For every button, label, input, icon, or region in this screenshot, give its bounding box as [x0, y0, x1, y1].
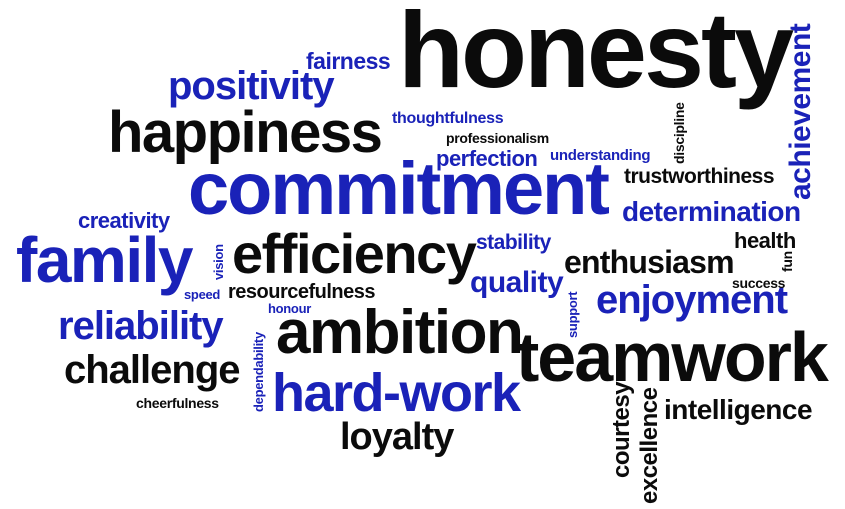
word-quality: quality — [470, 266, 564, 299]
word-loyalty: loyalty — [340, 416, 454, 458]
word-teamwork: teamwork — [516, 318, 829, 396]
word-efficiency: efficiency — [232, 222, 477, 285]
word-challenge: challenge — [64, 348, 241, 392]
word-positivity: positivity — [168, 64, 335, 108]
word-perfection: perfection — [436, 146, 538, 171]
word-speed: speed — [184, 287, 221, 302]
word-happiness: happiness — [108, 100, 383, 165]
word-ambition: ambition — [276, 298, 524, 367]
word-support: support — [565, 291, 580, 338]
word-achievement: achievement — [784, 23, 817, 200]
word-intelligence: intelligence — [664, 394, 813, 425]
word-enjoyment: enjoyment — [596, 278, 788, 322]
word-thoughtfulness: thoughtfulness — [392, 110, 504, 127]
word-enthusiasm: enthusiasm — [564, 244, 735, 280]
word-creativity: creativity — [78, 208, 170, 233]
word-courtesy: courtesy — [608, 381, 635, 478]
word-family: family — [16, 224, 193, 296]
word-professionalism: professionalism — [446, 130, 549, 146]
word-cheerfulness: cheerfulness — [136, 395, 219, 411]
word-stability: stability — [476, 231, 551, 254]
word-honesty: honesty — [398, 0, 794, 110]
word-trustworthiness: trustworthiness — [624, 165, 775, 188]
word-determination: determination — [622, 196, 801, 227]
word-hard-work: hard-work — [272, 363, 521, 423]
word-success: success — [732, 275, 786, 291]
word-discipline: discipline — [671, 102, 687, 164]
word-fairness: fairness — [306, 48, 391, 74]
word-resourcefulness: resourcefulness — [228, 281, 376, 303]
word-honour: honour — [268, 301, 311, 316]
word-fun: fun — [779, 251, 795, 272]
word-understanding: understanding — [550, 147, 651, 164]
word-reliability: reliability — [58, 304, 224, 348]
word-excellence: excellence — [636, 387, 663, 504]
word-commitment: commitment — [188, 147, 610, 230]
word-health: health — [734, 228, 796, 253]
word-dependability: dependability — [251, 332, 266, 412]
word-vision: vision — [211, 244, 226, 280]
